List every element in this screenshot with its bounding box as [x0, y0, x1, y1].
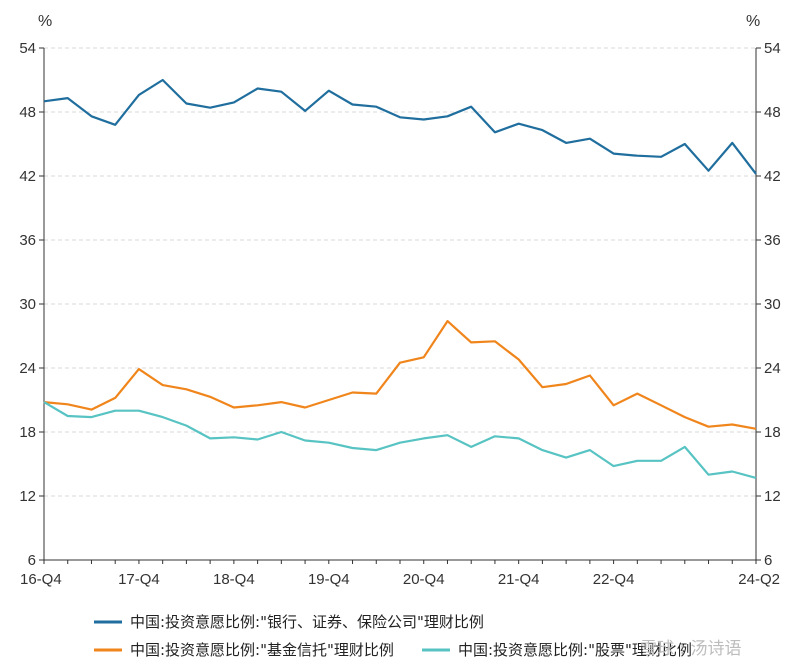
y-tick-label-left: 18: [19, 424, 36, 441]
y-tick-label-right: 6: [764, 552, 772, 569]
y-tick-label-left: 42: [19, 168, 36, 185]
x-tick-label: 22-Q4: [593, 571, 635, 588]
legend: 中国:投资意愿比例:"银行、证券、保险公司"理财比例中国:投资意愿比例:"基金信…: [94, 613, 692, 659]
y-tick-label-right: 48: [764, 104, 781, 121]
y-tick-label-left: 36: [19, 232, 36, 249]
series-lines: [43, 78, 757, 479]
y-tick-label-right: 30: [764, 296, 781, 313]
x-tick-label: 20-Q4: [403, 571, 445, 588]
y-tick-label-left: 48: [19, 104, 36, 121]
series-line-2: [43, 320, 757, 430]
series-line-1: [43, 78, 757, 175]
y-tick-label-right: 24: [764, 360, 781, 377]
y-tick-label-right: 12: [764, 488, 781, 505]
x-tick-label: 18-Q4: [213, 571, 255, 588]
x-tick-label: 17-Q4: [118, 571, 160, 588]
series-line-3: [43, 401, 757, 479]
x-tick-label: 24-Q2: [738, 571, 780, 588]
y-axis-right: 6 12 18 24 30 36 42 48 54: [756, 40, 781, 569]
gridlines: [44, 47, 756, 497]
y-tick-label-left: 30: [19, 296, 36, 313]
y-tick-label-left: 24: [19, 360, 36, 377]
legend-label-3: 中国:投资意愿比例:"股票"理财比例: [458, 641, 692, 659]
y-tick-label-right: 18: [764, 424, 781, 441]
y-tick-label-left: 6: [28, 552, 36, 569]
watermark: 雪球 : 汤诗语: [640, 639, 742, 659]
y-tick-label-right: 54: [764, 40, 781, 57]
x-axis: 16-Q4 17-Q4 18-Q4 19-Q4 20-Q4 21-Q4 22-Q4 24-Q2: [20, 560, 780, 588]
y-tick-label-left: 54: [19, 40, 36, 57]
legend-label-1: 中国:投资意愿比例:"银行、证券、保险公司"理财比例: [130, 613, 484, 631]
y-tick-label-right: 36: [764, 232, 781, 249]
y-axis-left: 6 12 18 24 30 36 42 48 54: [19, 40, 44, 569]
y-unit-right: %: [746, 13, 760, 30]
x-tick-label: 21-Q4: [498, 571, 540, 588]
x-tick-label: 16-Q4: [20, 571, 62, 588]
y-tick-label-left: 12: [19, 488, 36, 505]
y-unit-left: %: [38, 13, 52, 30]
x-tick-label: 19-Q4: [308, 571, 350, 588]
y-tick-label-right: 42: [764, 168, 781, 185]
legend-label-2: 中国:投资意愿比例:"基金信托"理财比例: [130, 641, 394, 659]
